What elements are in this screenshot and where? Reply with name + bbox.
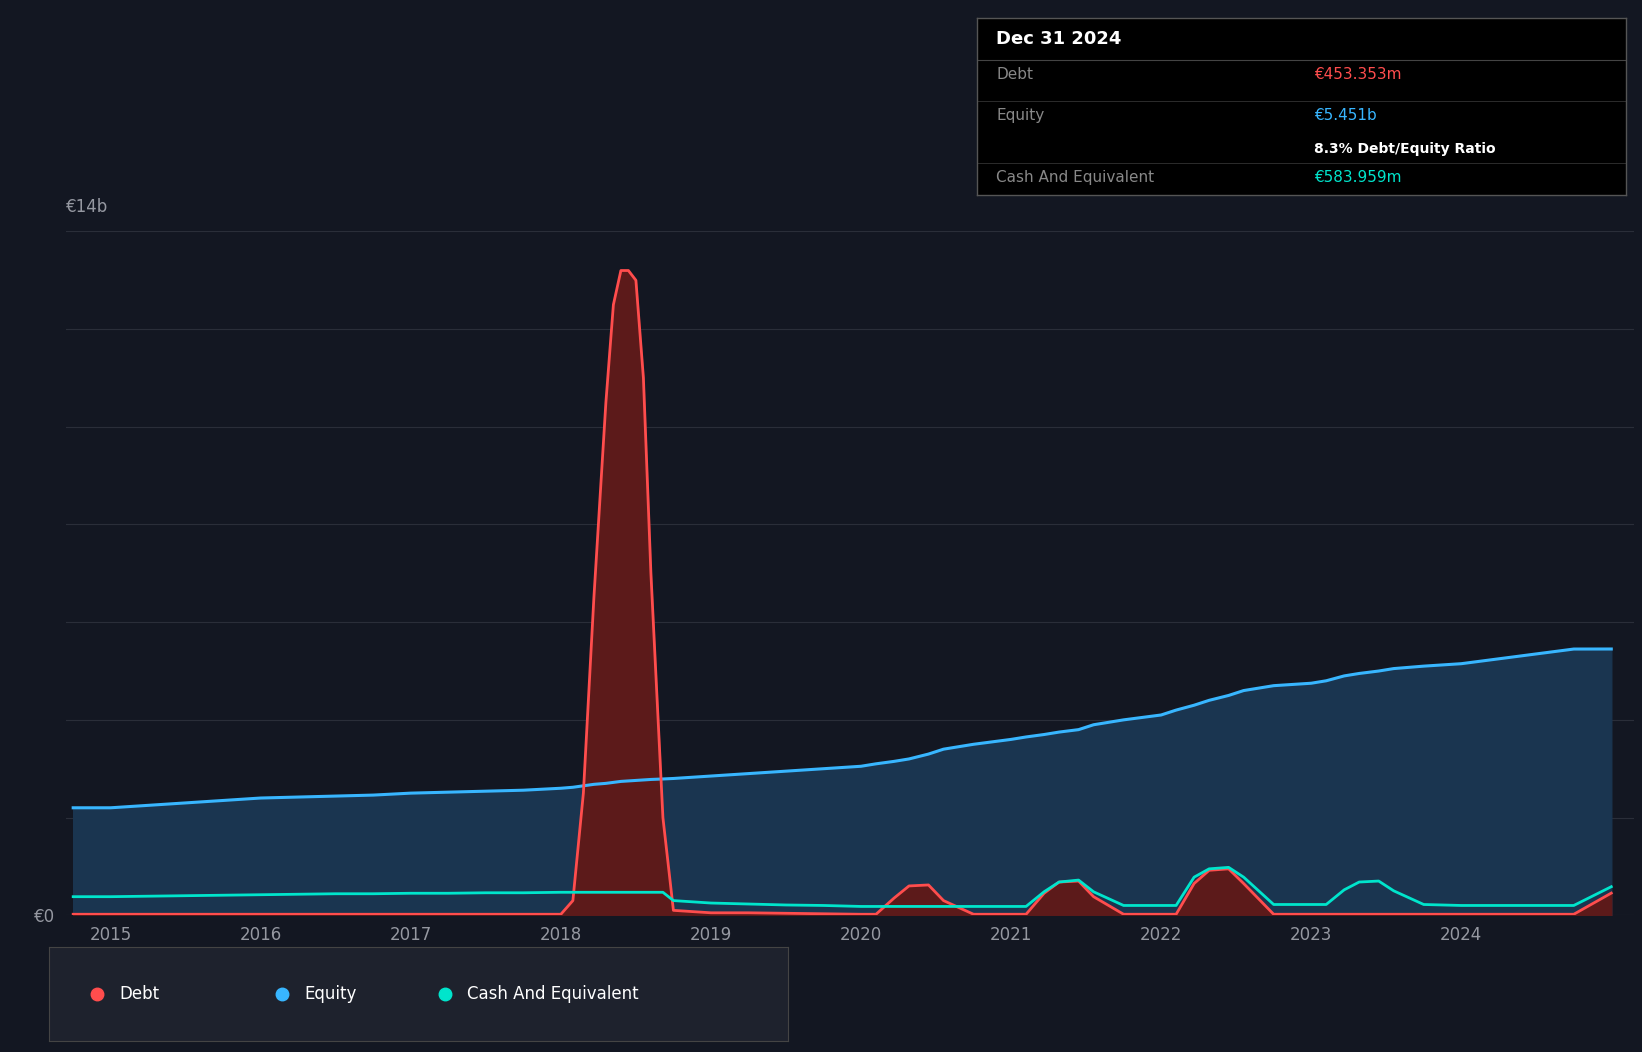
- Text: €14b: €14b: [66, 198, 108, 216]
- Text: Debt: Debt: [120, 985, 159, 1004]
- Text: Cash And Equivalent: Cash And Equivalent: [997, 169, 1154, 185]
- Text: Equity: Equity: [997, 108, 1044, 123]
- Text: 8.3% Debt/Equity Ratio: 8.3% Debt/Equity Ratio: [1314, 142, 1496, 156]
- Text: €453.353m: €453.353m: [1314, 67, 1402, 82]
- Text: Equity: Equity: [304, 985, 356, 1004]
- Text: Debt: Debt: [997, 67, 1033, 82]
- Text: Dec 31 2024: Dec 31 2024: [997, 31, 1121, 48]
- Text: Cash And Equivalent: Cash And Equivalent: [466, 985, 639, 1004]
- Text: €583.959m: €583.959m: [1314, 169, 1402, 185]
- Text: €5.451b: €5.451b: [1314, 108, 1378, 123]
